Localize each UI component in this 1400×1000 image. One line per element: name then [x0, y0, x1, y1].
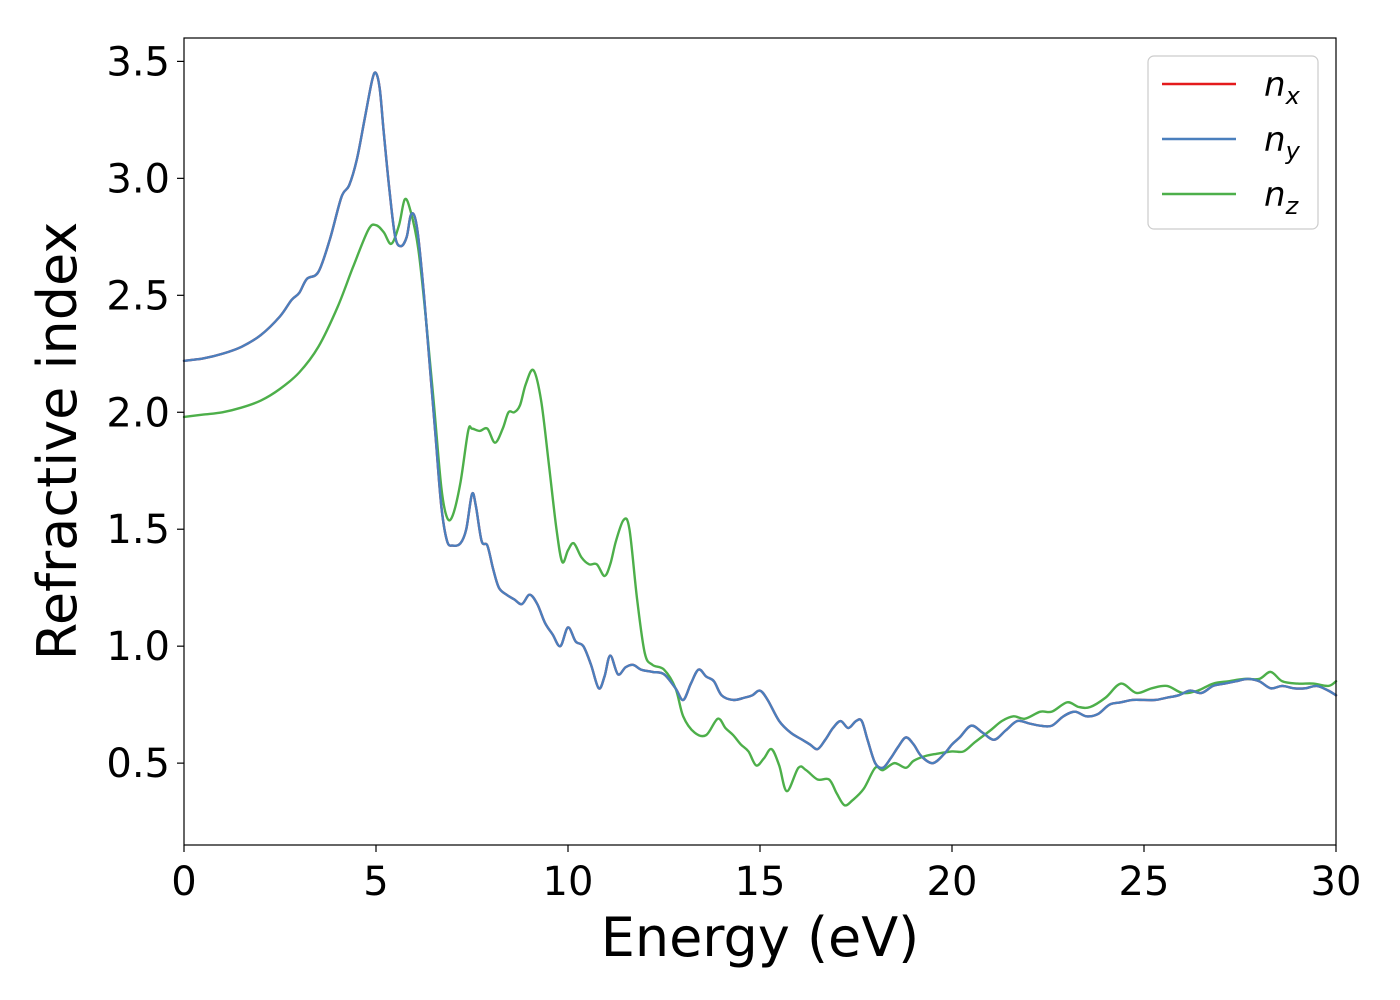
series-line-n-y	[182, 71, 1338, 770]
y-tick-label: 2.5	[106, 273, 170, 319]
x-tick-label: 15	[735, 859, 786, 905]
x-tick-label: 10	[543, 859, 594, 905]
x-tick-label: 5	[363, 859, 388, 905]
x-tick-label: 0	[171, 859, 196, 905]
y-tick-label: 3.0	[106, 156, 170, 202]
series-layer	[182, 71, 1338, 807]
plot-frame	[183, 37, 1337, 846]
y-axis-ticks: 0.5 1.0 1.5 2.0 2.5 3.0 3.5	[106, 39, 184, 787]
legend-box	[1147, 55, 1319, 230]
x-tick-label: 25	[1119, 859, 1170, 905]
x-tick-label: 30	[1311, 859, 1362, 905]
y-tick-label: 1.0	[106, 624, 170, 670]
y-axis-label: Refractive index	[26, 222, 89, 661]
y-tick-label: 0.5	[106, 741, 170, 787]
y-tick-label: 3.5	[106, 39, 170, 85]
x-tick-label: 20	[927, 859, 978, 905]
x-axis-ticks: 0 5 10 15 20 25 30	[171, 845, 1361, 905]
y-tick-label: 1.5	[106, 507, 170, 553]
y-tick-label: 2.0	[106, 390, 170, 436]
x-axis-label: Energy (eV)	[601, 906, 920, 969]
